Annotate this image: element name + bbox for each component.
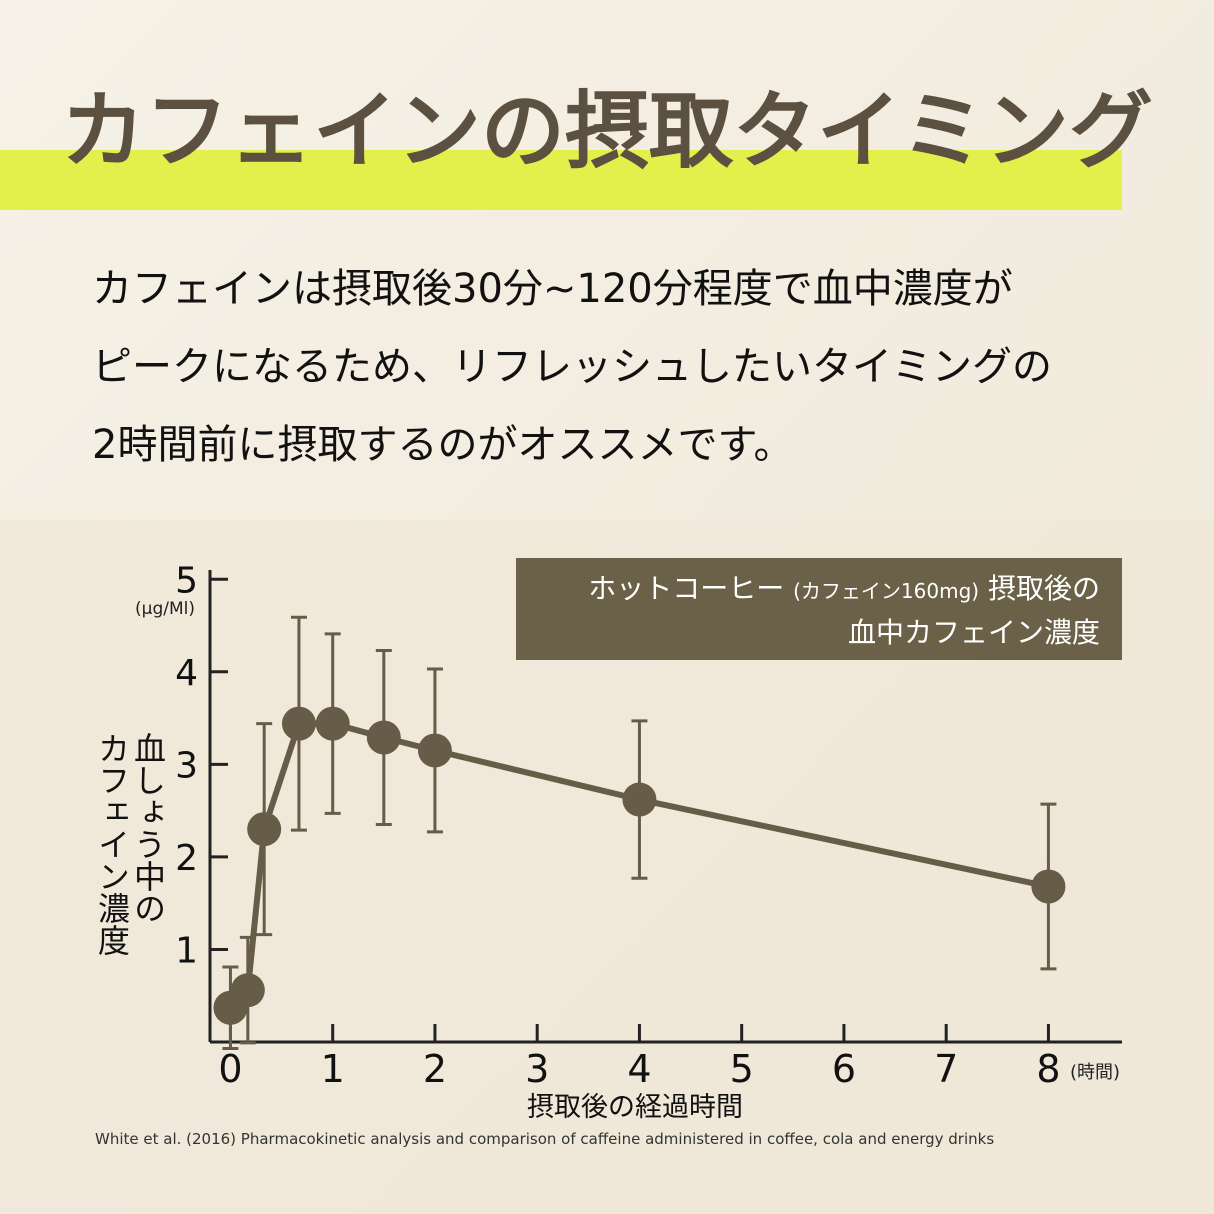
body-line: 2時間前に摂取するのがオススメです。 [92, 422, 793, 468]
y-axis-label: カフェイン濃度 [93, 732, 131, 956]
y-tick-label: 1 [175, 930, 198, 971]
data-point [247, 812, 282, 847]
data-point [315, 706, 350, 741]
title-highlight [0, 150, 1122, 210]
data-point [281, 706, 316, 741]
data-point [417, 733, 452, 768]
body-line: ピークになるため、リフレッシュしたいタイミングの [92, 344, 1052, 390]
data-point [366, 720, 401, 755]
legend-text: 血中カフェイン濃度 [848, 616, 1100, 649]
body-line: カフェインは摂取後30分~120分程度で血中濃度が [92, 266, 1013, 312]
y-tick-label: 5 [175, 560, 198, 601]
x-tick-label: 5 [730, 1047, 754, 1091]
legend-box [516, 558, 1122, 660]
x-tick-label: 6 [832, 1047, 856, 1091]
y-axis-label: 血しょう中の [129, 732, 167, 924]
y-tick-label: 2 [175, 838, 198, 879]
legend-part: 摂取後の [988, 572, 1100, 605]
data-point [1031, 869, 1066, 904]
y-tick-label: 3 [175, 745, 198, 786]
y-tick-label: 4 [175, 653, 198, 694]
title: カフェインの摂取タイミング [61, 81, 1153, 180]
data-point [230, 973, 265, 1008]
x-tick-label: 8 [1036, 1047, 1060, 1091]
legend-text: ホットコーヒー (カフェイン160mg) 摂取後の [588, 572, 1100, 605]
x-tick-label: 4 [627, 1047, 651, 1091]
y-unit: (μg/Ml) [135, 599, 195, 619]
x-tick-label: 1 [321, 1047, 345, 1091]
x-tick-label: 2 [423, 1047, 447, 1091]
source: White et al. (2016) Pharmacokinetic anal… [95, 1130, 994, 1148]
data-point [622, 782, 657, 817]
x-tick-label: 0 [218, 1047, 242, 1091]
x-tick-label: 7 [934, 1047, 958, 1091]
x-unit: (時間) [1070, 1062, 1120, 1083]
legend-part: ホットコーヒー [588, 572, 784, 605]
legend-part: (カフェイン160mg) [793, 579, 979, 603]
x-tick-label: 3 [525, 1047, 549, 1091]
x-axis-label: 摂取後の経過時間 [527, 1092, 743, 1123]
